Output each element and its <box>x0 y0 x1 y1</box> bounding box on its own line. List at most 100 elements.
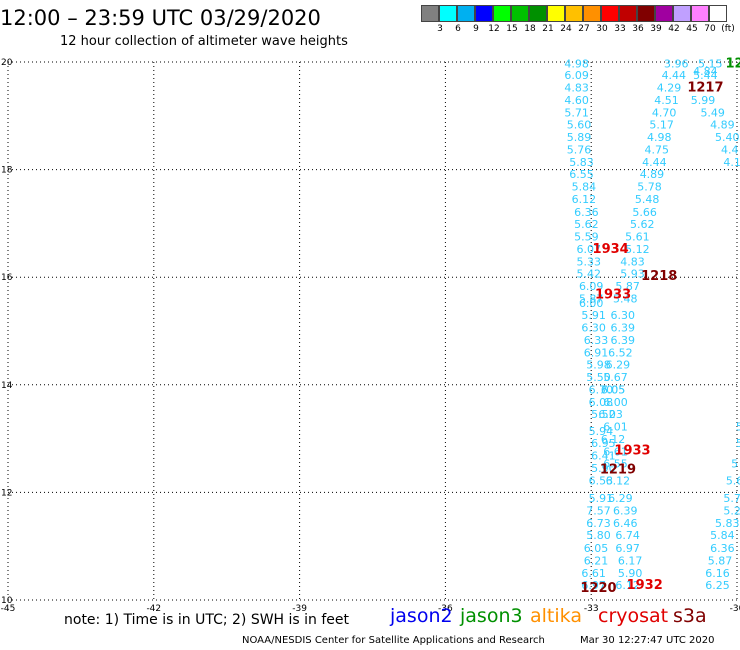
colorbar-swatch <box>547 5 565 22</box>
wave-height-value: 6.55 <box>603 458 628 471</box>
wave-height-value: 6.05 <box>601 383 626 396</box>
wave-height-value: 5.40 <box>715 131 740 144</box>
satellite-legend-cryosat: cryosat <box>598 605 669 627</box>
credit-text: NOAA/NESDIS Center for Satellite Applica… <box>242 635 545 646</box>
map-subtitle: 12 hour collection of altimeter wave hei… <box>60 34 348 49</box>
wave-height-value: 6.70 <box>589 383 614 396</box>
wave-height-value: 5.83 <box>569 156 594 169</box>
pass-time-label: 1219 <box>600 463 636 478</box>
wave-height-value: 5.87 <box>579 292 604 305</box>
colorbar-swatch <box>457 5 475 22</box>
map-title: 12:00 – 23:59 UTC 03/29/2020 <box>0 6 321 30</box>
satellite-legend-jason2: jason2 <box>390 605 453 627</box>
wave-height-value: 6.00 <box>579 297 604 310</box>
wave-height-value: 5.90 <box>591 462 616 475</box>
colorbar-label: 42 <box>668 24 680 34</box>
wave-height-value: 5.2 <box>723 504 740 517</box>
wave-height-value: 4.83 <box>564 82 589 95</box>
wave-height-value: 6.07 <box>577 243 602 256</box>
wave-height-value: 5.99 <box>691 94 716 107</box>
wave-height-value: 6.53 <box>589 474 614 487</box>
wave-height-value: 6.12 <box>572 193 597 206</box>
wave-height-value: 5.61 <box>625 231 650 244</box>
lon-tick-label: -39 <box>292 604 307 614</box>
wave-height-value: 6.08 <box>589 396 614 409</box>
wave-height-value: 5.17 <box>649 119 674 132</box>
colorbar-swatch <box>691 5 709 22</box>
colorbar-swatch <box>493 5 511 22</box>
wave-height-value: 5.87 <box>615 280 640 293</box>
wave-height-value: 6.46 <box>613 517 638 530</box>
wave-height-value: 6.29 <box>608 492 633 505</box>
wave-height-value: 5.91 <box>589 492 614 505</box>
wave-height-value: 4.84 <box>693 65 718 78</box>
colorbar-label: 15 <box>506 24 518 34</box>
wave-height-value: 5.59 <box>574 231 599 244</box>
wave-height-value: 4.89 <box>640 168 665 181</box>
wave-height-value: 4.44 <box>642 156 667 169</box>
wave-height-value: 6.05 <box>584 542 609 555</box>
colorbar-label: 70 <box>704 24 716 34</box>
wave-height-value: 5.44 <box>693 69 718 82</box>
colorbar-swatch <box>565 5 583 22</box>
lat-tick-label: 12 <box>1 488 12 498</box>
colorbar-label: 24 <box>560 24 572 34</box>
wave-height-value: 5.94 <box>589 425 614 438</box>
wave-height-value: 5.62 <box>574 218 599 231</box>
wave-height-value: 5.15 <box>698 57 723 70</box>
wave-height-value: 5.33 <box>577 255 602 268</box>
colorbar-swatch <box>709 5 727 22</box>
wave-height-value: 4.1 <box>723 156 740 169</box>
altimeter-tracks: 4.986.094.834.605.715.605.895.765.836.55… <box>564 57 740 592</box>
colorbar-swatch <box>655 5 673 22</box>
wave-height-value: 6.12 <box>615 579 640 592</box>
colorbar-label: 27 <box>578 24 590 34</box>
wave-height-value: 6.21 <box>584 554 609 567</box>
satellite-legend-altika: altika <box>530 605 582 627</box>
wave-height-value: 6.12 <box>606 474 631 487</box>
wave-height-value: 6.25 <box>705 579 730 592</box>
colorbar-swatch <box>475 5 493 22</box>
lon-tick-label: -42 <box>146 604 161 614</box>
lon-tick-label: -36 <box>438 604 453 614</box>
colorbar-label: 3 <box>437 24 443 34</box>
wave-height-value: 6.41 <box>591 450 616 463</box>
wave-height-value: 5.48 <box>613 292 638 305</box>
colorbar-swatch <box>673 5 691 22</box>
colorbar-label: 21 <box>542 24 554 34</box>
pass-time-label: 1933 <box>595 288 631 303</box>
colorbar-swatch <box>421 5 439 22</box>
satellite-legend-jason3: jason3 <box>460 605 523 627</box>
pass-time-label: 1934 <box>593 242 629 257</box>
wave-height-value: 5.62 <box>630 218 655 231</box>
wave-height-value: 5.98 <box>586 359 611 372</box>
wave-height-value: 6.01 <box>603 421 628 434</box>
colorbar-swatch <box>637 5 655 22</box>
wave-height-value: 5 <box>736 437 740 450</box>
timestamp-text: Mar 30 12:27:47 UTC 2020 <box>580 635 715 646</box>
colorbar-swatch <box>529 5 547 22</box>
colorbar-label: 6 <box>455 24 461 34</box>
wave-height-value: 5.90 <box>618 567 643 580</box>
wave-height-value: 5.42 <box>577 268 602 281</box>
wave-height-value: 5.84 <box>572 181 597 194</box>
lat-tick-label: 14 <box>1 381 13 391</box>
colorbar-label: 30 <box>596 24 608 34</box>
wave-height-value: 6.95 <box>591 437 616 450</box>
wave-height-value: 4.89 <box>710 119 735 132</box>
wave-height-value: 4.60 <box>564 94 589 107</box>
wave-height-value: 5.87 <box>708 554 733 567</box>
wave-height-value: 4.29 <box>657 82 682 95</box>
wave-height-value: 6.09 <box>564 69 589 82</box>
colorbar-swatch <box>583 5 601 22</box>
wave-height-value: 5.48 <box>635 193 660 206</box>
wave-height-value: 4.51 <box>654 94 679 107</box>
lat-tick-label: 10 <box>1 596 13 606</box>
wave-height-value: 4.98 <box>647 131 672 144</box>
colorbar-swatch <box>511 5 529 22</box>
wave-height-value: 6.39 <box>611 322 636 335</box>
wave-height-value: 6.91 <box>584 346 609 359</box>
wave-height-value: 6.17 <box>618 554 643 567</box>
wave-height-value: 6.29 <box>606 359 631 372</box>
